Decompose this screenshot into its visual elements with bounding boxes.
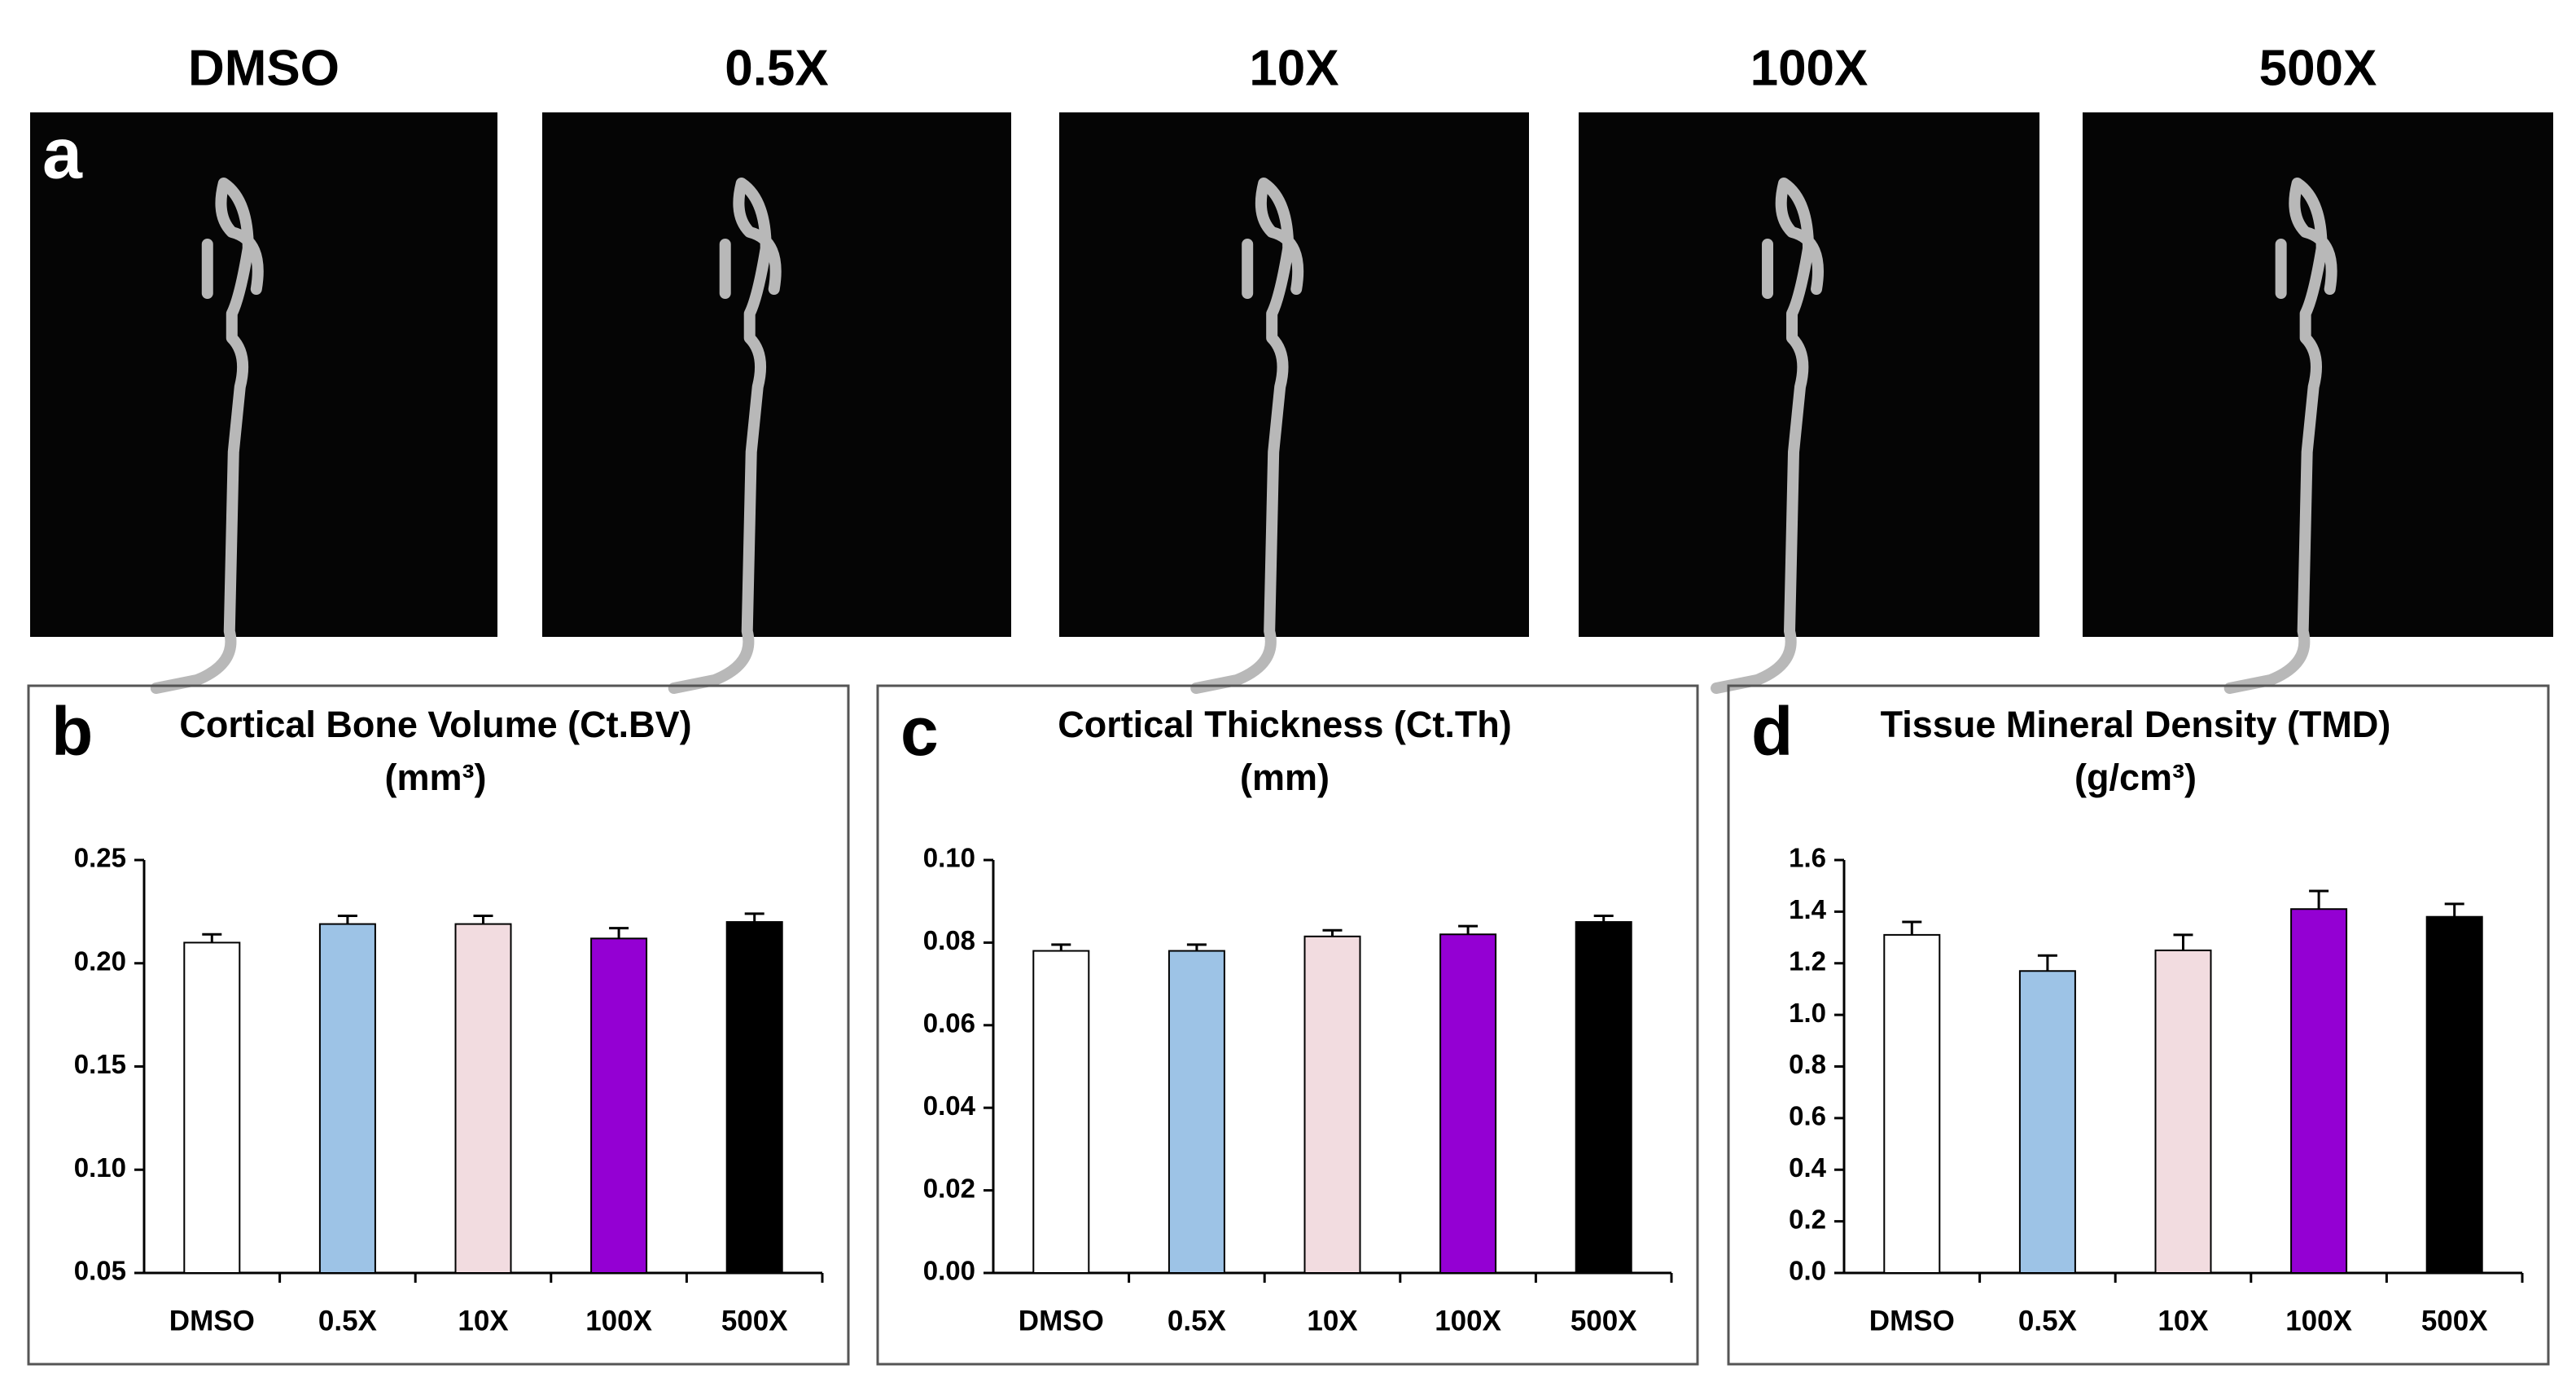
bar — [2154, 949, 2212, 1274]
bar — [1168, 950, 1225, 1275]
ct-image — [1579, 112, 2039, 637]
y-tick-label: 0.4 — [1789, 1152, 1827, 1183]
x-tick-label: 0.5X — [318, 1305, 378, 1336]
y-tick-label: 0.6 — [1789, 1101, 1826, 1131]
y-tick-label: 0.08 — [923, 925, 975, 955]
y-tick-label: 0.06 — [923, 1008, 975, 1038]
bar — [725, 921, 783, 1275]
column-label: 0.5X — [725, 40, 829, 96]
y-tick-label: 0.05 — [74, 1256, 126, 1286]
column-label: 100X — [1750, 40, 1868, 96]
chart-title: Cortical Bone Volume (Ct.BV) — [179, 704, 691, 745]
bar — [1575, 921, 1632, 1275]
x-tick-label: DMSO — [1869, 1305, 1955, 1336]
y-tick-label: 0.10 — [923, 843, 975, 873]
bone-shape — [2223, 178, 2337, 694]
bar — [2018, 970, 2076, 1274]
bone-shape — [1190, 178, 1304, 694]
y-tick-label: 1.4 — [1789, 894, 1827, 924]
column-label: DMSO — [188, 40, 340, 96]
x-tick-label: DMSO — [169, 1305, 255, 1336]
ct-image — [30, 112, 497, 637]
y-tick-label: 0.02 — [923, 1173, 975, 1203]
chart-subtitle: (mm) — [1240, 757, 1330, 798]
bone-shape — [150, 178, 264, 694]
bone-shape — [1711, 178, 1825, 694]
bar — [1303, 935, 1361, 1275]
panel-frame — [27, 684, 850, 1366]
bar — [183, 941, 241, 1275]
y-tick-label: 0.15 — [74, 1049, 126, 1079]
chart-subtitle: (g/cm³) — [2074, 757, 2197, 798]
bar — [1883, 933, 1941, 1275]
x-tick-label: 100X — [585, 1305, 652, 1336]
chart-title: Tissue Mineral Density (TMD) — [1881, 704, 2391, 745]
x-tick-label: 10X — [458, 1305, 509, 1336]
x-tick-label: 10X — [2158, 1305, 2209, 1336]
x-tick-label: 500X — [1571, 1305, 1637, 1336]
column-label: 500X — [2259, 40, 2377, 96]
bar — [2290, 908, 2348, 1275]
bar — [1032, 950, 1090, 1275]
y-tick-label: 0.0 — [1789, 1256, 1826, 1286]
ct-image — [542, 112, 1011, 637]
chart-subtitle: (mm³) — [385, 757, 487, 798]
ct-image — [1059, 112, 1529, 637]
x-tick-label: 0.5X — [1168, 1305, 1227, 1336]
ct-images — [30, 112, 2553, 694]
y-tick-label: 1.2 — [1789, 946, 1826, 976]
panel-label: a — [42, 112, 83, 193]
bar — [454, 923, 512, 1274]
x-tick-label: 100X — [2285, 1305, 2352, 1336]
y-tick-label: 0.10 — [74, 1152, 126, 1183]
x-tick-label: 0.5X — [2018, 1305, 2078, 1336]
x-tick-label: 10X — [1307, 1305, 1358, 1336]
y-tick-label: 0.04 — [923, 1091, 976, 1121]
y-tick-label: 0.00 — [923, 1256, 975, 1286]
x-tick-label: 100X — [1435, 1305, 1501, 1336]
panel-label: c — [900, 693, 939, 770]
y-tick-label: 0.8 — [1789, 1049, 1826, 1079]
panel-frame — [876, 684, 1699, 1366]
bar — [2425, 915, 2483, 1275]
panel-frame — [1727, 684, 2550, 1366]
panel-label: b — [51, 693, 93, 770]
x-tick-label: DMSO — [1019, 1305, 1104, 1336]
y-tick-label: 0.25 — [74, 843, 126, 873]
bar — [1439, 933, 1497, 1274]
y-tick-label: 1.0 — [1789, 998, 1826, 1028]
panel-label: d — [1751, 693, 1793, 770]
y-tick-label: 1.6 — [1789, 843, 1826, 873]
x-tick-label: 500X — [2421, 1305, 2488, 1336]
bone-shape — [668, 178, 782, 694]
bar — [590, 937, 648, 1274]
column-label: 10X — [1249, 40, 1338, 96]
y-tick-label: 0.20 — [74, 946, 126, 976]
x-tick-label: 500X — [721, 1305, 788, 1336]
bar — [318, 923, 376, 1274]
y-tick-label: 0.2 — [1789, 1204, 1826, 1234]
chart-title: Cortical Thickness (Ct.Th) — [1058, 704, 1512, 745]
